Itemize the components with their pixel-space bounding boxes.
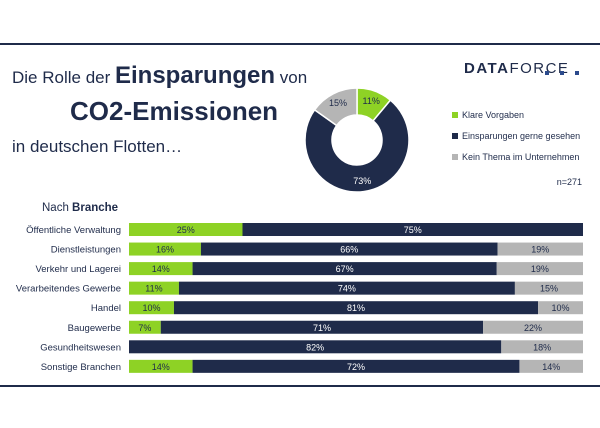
bar-value-label: 25% xyxy=(177,225,195,235)
bar-segment xyxy=(129,223,243,236)
bottom-rule xyxy=(0,385,600,387)
bar-value-label: 71% xyxy=(313,323,331,333)
bar-value-label: 75% xyxy=(404,225,422,235)
bar-segment xyxy=(160,320,484,334)
bar-segment xyxy=(501,340,583,354)
legend-swatch xyxy=(452,112,458,118)
bar-segment xyxy=(129,359,193,373)
legend-swatch xyxy=(452,133,458,139)
bar-value-label: 19% xyxy=(531,264,549,274)
category-label: Sonstige Branchen xyxy=(41,362,121,373)
bar-value-label: 16% xyxy=(156,245,174,255)
bar-value-label: 81% xyxy=(347,303,365,313)
bar-segment xyxy=(519,359,583,373)
bar-value-label: 67% xyxy=(336,264,354,274)
logo-bold-part: DATA xyxy=(464,60,510,77)
bar-segment xyxy=(129,262,193,276)
bar-segment xyxy=(242,223,583,236)
bar-segment xyxy=(497,242,583,256)
bar-value-label: 11% xyxy=(145,284,162,294)
bar-value-label: 74% xyxy=(338,284,356,294)
bar-segment xyxy=(483,320,583,334)
bar-segment xyxy=(173,301,539,315)
bar-segment xyxy=(129,281,179,295)
title-line-2: CO2-Emissionen xyxy=(70,96,279,126)
bar-segment xyxy=(192,262,497,276)
legend-label: Klare Vorgaben xyxy=(462,110,524,120)
bar-segment xyxy=(129,320,161,334)
bar-value-label: 66% xyxy=(340,245,358,255)
donut-value-label: 15% xyxy=(329,98,347,108)
category-label: Verarbeitendes Gewerbe xyxy=(16,284,121,295)
category-label: Gesundheitswesen xyxy=(40,342,121,353)
category-label: Dienstleistungen xyxy=(51,245,121,256)
category-label: Öffentliche Verwaltung xyxy=(26,225,121,236)
bar-segment xyxy=(496,262,583,276)
logo-light-part: FORCE xyxy=(509,60,570,77)
bar-value-label: 14% xyxy=(152,264,170,274)
donut-value-label: 11% xyxy=(363,96,380,106)
bar-value-label: 10% xyxy=(142,303,160,313)
bar-value-label: 82% xyxy=(306,342,324,352)
bar-value-label: 18% xyxy=(533,342,551,352)
title-prefix: Die Rolle der xyxy=(12,68,111,87)
bar-value-label: 22% xyxy=(524,323,542,333)
bar-value-label: 15% xyxy=(540,284,558,294)
legend-label: Einsparungen gerne gesehen xyxy=(462,131,580,141)
legend-label: Kein Thema im Unternehmen xyxy=(462,152,579,162)
section-title-prefix: Nach xyxy=(42,202,72,214)
bar-value-label: 14% xyxy=(542,362,560,372)
bar-segment xyxy=(178,281,515,295)
bar-value-label: 14% xyxy=(152,362,170,372)
bar-segment xyxy=(129,340,502,354)
bar-value-label: 10% xyxy=(552,303,570,313)
title-suffix: von xyxy=(279,68,308,87)
category-label: Verkehr und Lagerei xyxy=(35,264,121,275)
donut-slice xyxy=(313,87,358,127)
donut-value-label: 73% xyxy=(353,176,371,186)
bar-value-label: 19% xyxy=(531,245,549,255)
bar-value-label: 72% xyxy=(347,362,365,372)
bar-segment xyxy=(129,242,201,256)
title-line-1: Die Rolle der Einsparungen von xyxy=(12,62,307,90)
bar-value-label: 7% xyxy=(138,323,151,333)
dataforce-logo: DATAFORCE xyxy=(464,60,569,77)
bar-segment xyxy=(538,301,583,315)
title-line-3: in deutschen Flotten… xyxy=(12,137,183,156)
section-title: Nach Branche xyxy=(42,202,118,214)
bar-segment xyxy=(192,359,520,373)
section-title-bold: Branche xyxy=(72,202,118,214)
category-label: Handel xyxy=(91,303,121,314)
bar-segment xyxy=(514,281,583,295)
bar-segment xyxy=(200,242,498,256)
category-label: Baugewerbe xyxy=(68,323,121,334)
bar-segment xyxy=(129,301,174,315)
sample-size-note: n=271 xyxy=(557,177,582,187)
top-rule xyxy=(0,43,600,45)
donut-slice xyxy=(304,99,410,193)
title-emphasis: Einsparungen xyxy=(115,62,276,89)
legend-swatch xyxy=(452,154,458,160)
